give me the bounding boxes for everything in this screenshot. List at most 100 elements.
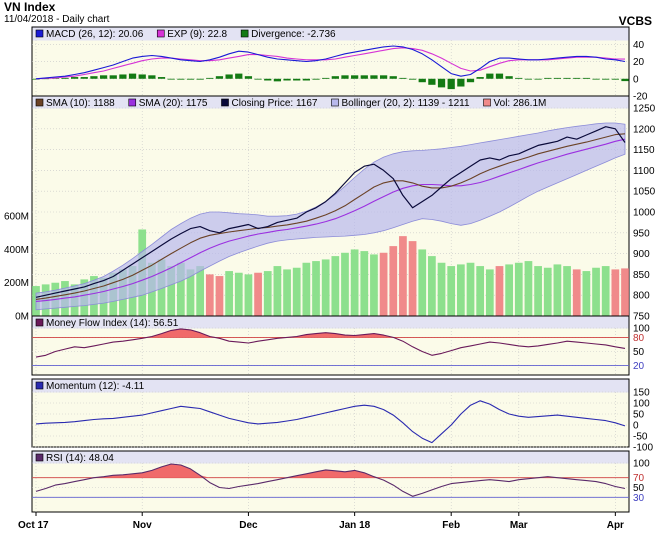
volume-bar [341, 252, 349, 316]
volume-bar [350, 249, 359, 316]
macd-divergence-bar [273, 78, 282, 82]
volume-tick-2: 200M [4, 278, 29, 289]
mfi-overbought-fill [36, 328, 625, 338]
macd-divergence-bar [602, 78, 610, 80]
rsi-line [35, 463, 626, 497]
volume-bar [379, 252, 388, 316]
price-legend-bar [32, 96, 629, 109]
x-tick-label-5: Mar [510, 520, 528, 531]
mfi-ytick-3: 20 [633, 361, 645, 372]
macd-divergence-bar [553, 77, 562, 79]
volume-bar [273, 266, 282, 316]
macd-divergence-bar [476, 77, 484, 79]
volume-bar [563, 266, 571, 316]
volume-bar [302, 262, 311, 316]
macd-divergence-bar [206, 77, 214, 79]
momentum-ytick-5: -100 [633, 443, 653, 454]
macd-divergence-bar [515, 77, 523, 79]
macd-legend-bar [32, 27, 629, 41]
rsi-legend-label-0: RSI (14): 48.04 [46, 453, 114, 464]
macd-divergence-bar [486, 73, 494, 79]
macd-divergence-bar [621, 78, 629, 82]
price-legend-label-3: Bollinger (20, 2): 1139 - 1211 [341, 98, 469, 109]
macd-divergence-bar [466, 78, 475, 83]
volume-tick-3: 0M [15, 312, 29, 323]
momentum-ytick-1: 100 [633, 399, 650, 410]
macd-divergence-bar [196, 78, 204, 80]
macd-divergence-bar [360, 75, 368, 79]
macd-divergence-bar [399, 77, 407, 79]
macd-divergence-bar [244, 76, 253, 79]
macd-divergence-bar [534, 78, 542, 80]
macd-legend-label-2: Divergence: -2.736 [251, 29, 336, 40]
volume-bar [234, 272, 243, 316]
macd-legend-swatch-2 [240, 29, 249, 38]
macd-divergence-bar [293, 78, 301, 81]
volume-bar [621, 268, 629, 316]
price-ytick-5: 1000 [633, 208, 656, 219]
price-legend-swatch-2 [221, 98, 229, 107]
sma10-line [35, 133, 626, 300]
price-ytick-9: 800 [633, 291, 650, 302]
macd-divergence-bar [544, 77, 552, 79]
momentum-legend-bar [32, 379, 629, 393]
rsi-ytick-2: 50 [633, 483, 645, 494]
volume-bar [292, 267, 301, 316]
price-legend-label-2: Closing Price: 1167 [232, 98, 318, 109]
volume-bar [611, 269, 620, 316]
momentum-ytick-3: 0 [633, 421, 639, 432]
momentum-ytick-2: 50 [633, 410, 645, 421]
bollinger-band [35, 122, 626, 311]
volume-bar [399, 236, 407, 316]
closing-price-line [35, 126, 626, 298]
macd-ytick-2: 0 [633, 74, 639, 85]
momentum-ytick-0: 150 [633, 388, 650, 399]
volume-bar [331, 256, 340, 316]
volume-bar [167, 266, 176, 316]
volume-bar [572, 269, 581, 316]
price-legend-swatch-4 [483, 98, 491, 107]
rsi-ytick-0: 100 [633, 459, 650, 470]
macd-divergence-bar [235, 73, 243, 79]
macd-divergence-bar [177, 78, 185, 80]
macd-divergence-bar [71, 77, 79, 79]
volume-bar [476, 266, 485, 316]
macd-divergence-bar [215, 76, 224, 79]
macd-divergence-bar [524, 78, 533, 80]
price-legend-label-1: SMA (20): 1175 [139, 98, 208, 109]
volume-bar [408, 241, 417, 316]
volume-bar [389, 246, 398, 316]
momentum-ytick-4: -50 [633, 432, 648, 443]
volume-bar [456, 264, 465, 316]
macd-divergence-bar [61, 77, 69, 79]
macd-divergence-bar [312, 78, 320, 80]
price-legend-swatch-0 [35, 98, 44, 107]
volume-bar [524, 261, 533, 316]
macd-legend-swatch-0 [35, 29, 44, 38]
macd-divergence-bar [563, 77, 571, 79]
macd-divergence-bar [437, 78, 446, 88]
momentum-line [35, 400, 626, 444]
volume-bar [176, 262, 185, 316]
momentum-legend-swatch-0 [35, 381, 44, 390]
macd-divergence-bar [264, 78, 272, 81]
mfi-ytick-0: 100 [633, 324, 650, 335]
price-legend-swatch-3 [331, 98, 339, 107]
macd-divergence-bar [254, 78, 262, 80]
volume-bar [205, 274, 214, 316]
volume-bar [215, 276, 224, 316]
mfi-ytick-1: 80 [633, 333, 645, 344]
volume-bar [485, 269, 494, 316]
macd-divergence-bar [457, 78, 465, 87]
volume-bar [360, 251, 369, 316]
mfi-line [35, 328, 626, 358]
volume-bar [514, 262, 523, 316]
x-tick-label-2: Dec [239, 520, 258, 531]
chart-title: VN Index [4, 0, 56, 14]
volume-bar [553, 264, 562, 316]
macd-line [35, 45, 626, 80]
x-tick-label-3: Jan 18 [339, 520, 371, 531]
chart-subtitle: 11/04/2018 - Daily chart [4, 14, 110, 25]
macd-divergence-bar [389, 76, 397, 79]
